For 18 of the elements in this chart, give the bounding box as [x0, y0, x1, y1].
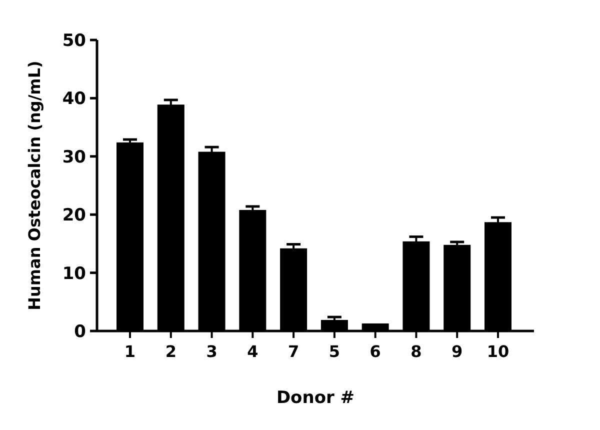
y-tick-label: 30 [62, 147, 86, 168]
x-tick-label: 7 [288, 342, 300, 361]
y-tick-label: 0 [74, 322, 86, 342]
x-axis-title: Donor # [276, 388, 355, 408]
y-tick-label: 50 [62, 30, 86, 51]
x-tick-label: 3 [206, 342, 218, 361]
x-tick-label: 1 [124, 342, 136, 361]
y-axis-title: Human Osteocalcin (ng/mL) [25, 60, 44, 310]
x-tick-label: 9 [452, 342, 463, 361]
y-tick-label: 20 [62, 206, 86, 226]
y-tick-label: 40 [62, 89, 86, 110]
x-tick-label: 2 [165, 342, 176, 361]
x-tick-label: 5 [328, 342, 340, 361]
x-tick-label: 4 [247, 342, 258, 361]
y-tick-label: 10 [62, 264, 86, 284]
x-tick-label: 10 [486, 342, 510, 361]
x-tick-label: 8 [410, 342, 422, 361]
x-tick-label: 6 [370, 342, 381, 361]
